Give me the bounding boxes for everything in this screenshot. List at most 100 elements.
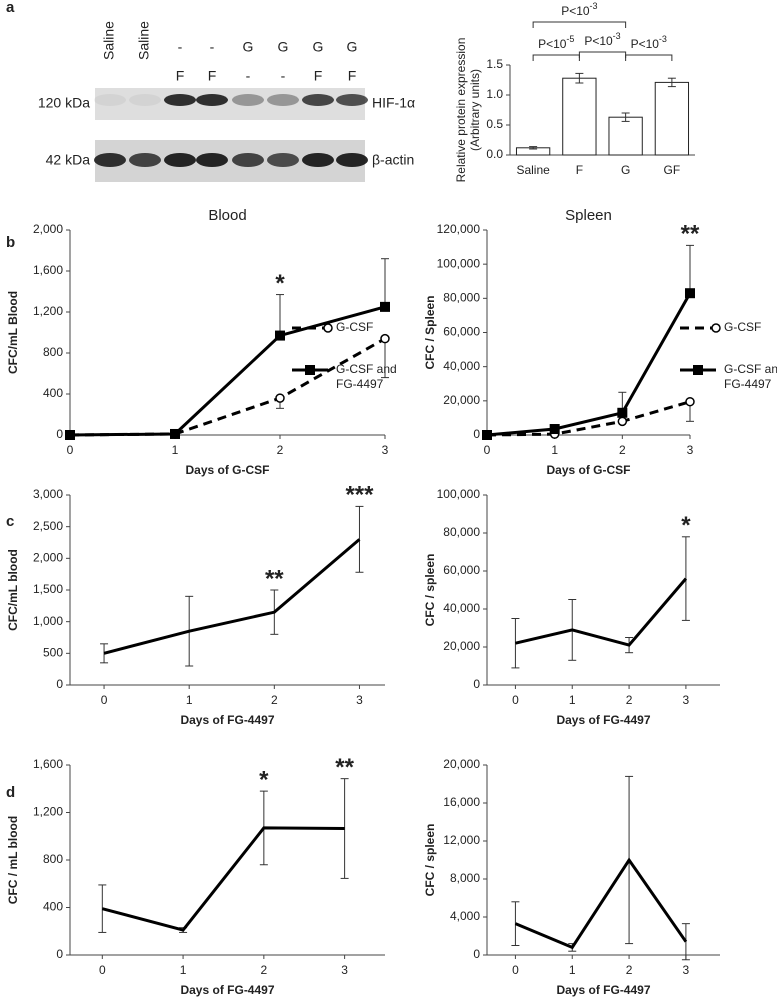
marker [380,333,390,344]
y-tick-label: 0 [473,427,480,441]
x-tick-label: 0 [99,963,106,977]
x-tick-label: Saline [516,163,550,177]
x-tick-label: 0 [512,693,519,707]
y-tick-label: 400 [43,900,63,914]
data-line [486,292,692,437]
bracket [532,21,627,28]
y-tick-label: 0 [56,947,63,961]
y-axis-label: Relative protein expression [454,38,468,183]
p-value: P<10-3 [631,34,667,51]
x-tick-label: 1 [172,443,179,457]
y-tick-label: 60,000 [443,325,480,339]
legend-label: G-CSF and FG-4497 [336,362,397,391]
blot-band [196,153,228,167]
significance: * [275,270,285,297]
band-protein: β-actin [372,152,414,168]
x-tick-label: 2 [271,693,278,707]
legend-label: G-CSF and FG-4497 [724,362,777,391]
legend-label: G-CSF [724,320,762,334]
x-axis-label: Days of G-CSF [185,463,269,477]
y-tick-label: 0.0 [486,147,503,161]
band-size: 42 kDa [46,152,91,168]
x-tick-label: 3 [356,693,363,707]
lane-label: - [210,39,215,55]
x-axis-label: Days of FG-4497 [180,983,274,997]
p-value-text: P<10 [561,4,590,18]
y-tick-label: 12,000 [443,833,480,847]
blot-band [302,153,334,167]
x-tick-label: G [621,163,630,177]
blot-band [336,94,368,106]
legend-marker [711,323,721,333]
x-tick-label: 3 [341,963,348,977]
panel-label: a [6,0,15,16]
panel-label: d [6,784,15,801]
bar [562,77,597,156]
y-tick-label: 500 [43,646,63,660]
y-tick-label: 4,000 [450,909,480,923]
blot-band [196,94,228,106]
significance: * [681,512,691,539]
blot-band [232,94,264,106]
p-value-exponent: -3 [659,34,667,44]
data-line [69,305,386,437]
lane-label: G [278,39,289,55]
legend-marker [305,365,315,375]
bracket [532,54,580,61]
y-tick-label: 100,000 [437,487,481,501]
marker [482,430,492,440]
blot-band [267,153,299,167]
significance: ** [681,221,700,248]
y-tick-label: 2,000 [33,222,63,236]
y-axis-label: CFC / spleen [423,824,437,897]
x-axis-label: Days of FG-4497 [180,713,274,727]
y-tick-label: 20,000 [443,639,480,653]
y-tick-label: 40,000 [443,359,480,373]
y-axis-label: CFC/mL Blood [6,291,20,374]
marker [380,301,390,312]
legend-marker [693,365,703,375]
lane-label: Saline [136,21,152,60]
x-tick-label: 1 [551,443,558,457]
p-value: P<10-3 [584,31,620,48]
legend-marker [323,323,333,333]
marker [617,416,628,427]
y-tick-label: 60,000 [443,563,480,577]
y-tick-label: 120,000 [437,222,481,236]
y-tick-label: 1.0 [486,87,503,101]
x-tick-label: 1 [186,693,193,707]
y-tick-label: 0 [56,677,63,691]
blot-band [232,153,264,167]
blot-band [336,153,368,167]
p-value-text: P<10 [584,34,613,48]
bracket [625,54,673,61]
y-tick-label: 1,200 [33,304,63,318]
band-size: 120 kDa [38,95,90,111]
x-axis-label: Days of FG-4497 [556,983,650,997]
lane-label: - [281,68,286,84]
data-line [101,826,345,932]
marker [65,430,75,440]
lane-label: G [347,39,358,55]
x-tick-label: 2 [626,963,633,977]
y-axis-label: CFC / mL blood [6,816,20,904]
x-tick-label: GF [664,163,681,177]
p-value-exponent: -3 [613,31,621,41]
blot-band [164,153,196,167]
x-tick-label: 2 [619,443,626,457]
marker [685,288,695,299]
data-line [486,400,691,437]
y-axis-label: (Arbitrary units) [468,69,482,151]
blot-band [267,94,299,106]
bracket [578,51,627,58]
y-tick-label: 80,000 [443,291,480,305]
y-tick-label: 0.5 [486,117,503,131]
y-tick-label: 1,600 [33,757,63,771]
blot-band [129,94,161,106]
panel-label: b [6,234,15,251]
lane-label: F [314,68,323,84]
lane-label: G [313,39,324,55]
blot-band [129,153,161,167]
y-tick-label: 80,000 [443,525,480,539]
